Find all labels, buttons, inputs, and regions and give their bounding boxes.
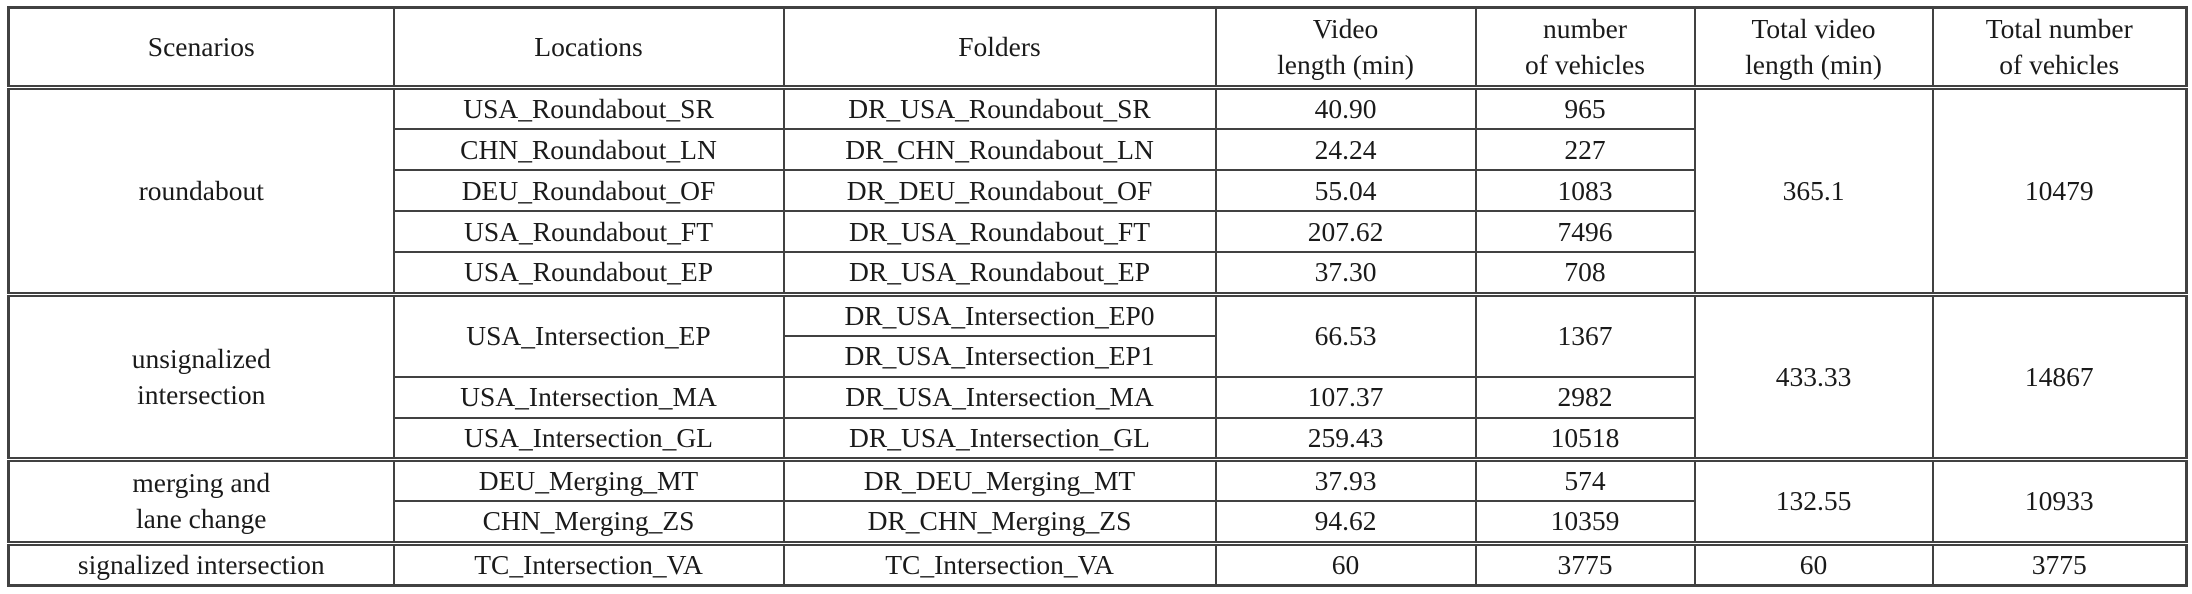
location-cell: USA_Intersection_EP xyxy=(392,291,785,378)
folder-cell: DR_CHN_Roundabout_LN xyxy=(782,128,1217,172)
total-video-length-cell: 365.1 xyxy=(1693,86,1934,296)
folder-cell: DR_USA_Intersection_EP1 xyxy=(782,334,1217,378)
total-vehicles-cell: 10933 xyxy=(1931,457,2188,545)
video-length-cell: 207.62 xyxy=(1214,210,1477,254)
dataset-table: Scenarios Locations Folders Video length… xyxy=(7,6,2188,588)
col-header-total-video-length: Total video length (min) xyxy=(1693,6,1934,90)
video-length-cell: 37.93 xyxy=(1214,457,1477,503)
vehicle-count-cell: 227 xyxy=(1474,128,1696,172)
vehicle-count-cell: 7496 xyxy=(1474,210,1696,254)
video-length-cell: 259.43 xyxy=(1214,416,1477,461)
total-video-length-cell: 60 xyxy=(1693,540,1934,587)
table-row: CHN_Roundabout_LN DR_CHN_Roundabout_LN 2… xyxy=(9,128,2187,172)
header-row: Scenarios Locations Folders Video length… xyxy=(7,6,2188,90)
video-length-cell: 94.62 xyxy=(1214,500,1477,545)
video-length-cell: 37.30 xyxy=(1214,251,1477,296)
video-length-cell: 24.24 xyxy=(1214,128,1477,172)
scenario-cell: merging and lane change xyxy=(7,457,395,545)
vehicle-count-cell: 965 xyxy=(1474,86,1696,131)
total-vehicles-cell: 14867 xyxy=(1931,291,2188,461)
video-length-cell: 66.53 xyxy=(1214,291,1477,378)
table-row: USA_Intersection_MA DR_USA_Intersection_… xyxy=(9,375,2187,419)
location-cell: CHN_Merging_ZS xyxy=(392,500,785,545)
location-cell: DEU_Merging_MT xyxy=(392,457,785,503)
table-row: USA_Roundabout_FT DR_USA_Roundabout_FT 2… xyxy=(9,210,2187,254)
vehicle-count-cell: 2982 xyxy=(1474,375,1696,419)
folder-cell: DR_USA_Intersection_MA xyxy=(782,375,1217,419)
table-row: USA_Intersection_GL DR_USA_Intersection_… xyxy=(9,416,2187,461)
table-row: unsignalized intersection USA_Intersecti… xyxy=(7,291,2188,461)
vehicle-count-cell: 1367 xyxy=(1474,291,1696,378)
table-row: merging and lane change DEU_Merging_MT D… xyxy=(7,457,2188,545)
folder-cell: DR_DEU_Roundabout_OF xyxy=(782,169,1217,213)
table-row: DEU_Roundabout_OF DR_DEU_Roundabout_OF 5… xyxy=(9,169,2187,213)
scenario-cell: signalized intersection xyxy=(7,540,395,587)
table-row: CHN_Merging_ZS DR_CHN_Merging_ZS 94.62 1… xyxy=(9,500,2187,545)
location-cell: DEU_Roundabout_OF xyxy=(392,169,785,213)
col-header-folders: Folders xyxy=(782,6,1217,90)
video-length-cell: 107.37 xyxy=(1214,375,1477,419)
location-cell: USA_Intersection_MA xyxy=(392,375,785,419)
folder-cell: DR_USA_Roundabout_SR xyxy=(782,86,1217,131)
table-row: signalized intersection TC_Intersection_… xyxy=(7,540,2188,587)
table-row: DR_USA_Intersection_EP1 xyxy=(9,334,2187,378)
location-cell: TC_Intersection_VA xyxy=(392,540,785,587)
folder-cell: DR_USA_Roundabout_EP xyxy=(782,251,1217,296)
folder-cell: TC_Intersection_VA xyxy=(782,540,1217,587)
video-length-cell: 60 xyxy=(1214,540,1477,587)
location-cell: USA_Roundabout_EP xyxy=(392,251,785,296)
col-header-total-num-vehicles: Total number of vehicles xyxy=(1931,6,2188,90)
vehicle-count-cell: 3775 xyxy=(1474,540,1696,587)
folder-cell: DR_CHN_Merging_ZS xyxy=(782,500,1217,545)
folder-cell: DR_USA_Roundabout_FT xyxy=(782,210,1217,254)
folder-cell: DR_USA_Intersection_GL xyxy=(782,416,1217,461)
location-cell: USA_Roundabout_FT xyxy=(392,210,785,254)
vehicle-count-cell: 1083 xyxy=(1474,169,1696,213)
col-header-num-vehicles: number of vehicles xyxy=(1474,6,1696,90)
video-length-cell: 55.04 xyxy=(1214,169,1477,213)
total-vehicles-cell: 3775 xyxy=(1931,540,2188,587)
location-cell: CHN_Roundabout_LN xyxy=(392,128,785,172)
location-cell: USA_Intersection_GL xyxy=(392,416,785,461)
scenario-cell: roundabout xyxy=(7,86,395,296)
location-cell: USA_Roundabout_SR xyxy=(392,86,785,131)
video-length-cell: 40.90 xyxy=(1214,86,1477,131)
folder-cell: DR_USA_Intersection_EP0 xyxy=(782,291,1217,337)
vehicle-count-cell: 10518 xyxy=(1474,416,1696,461)
vehicle-count-cell: 574 xyxy=(1474,457,1696,503)
total-video-length-cell: 433.33 xyxy=(1693,291,1934,461)
vehicle-count-cell: 708 xyxy=(1474,251,1696,296)
total-vehicles-cell: 10479 xyxy=(1931,86,2188,296)
folder-cell: DR_DEU_Merging_MT xyxy=(782,457,1217,503)
vehicle-count-cell: 10359 xyxy=(1474,500,1696,545)
total-video-length-cell: 132.55 xyxy=(1693,457,1934,545)
col-header-video-length: Video length (min) xyxy=(1214,6,1477,90)
col-header-scenarios: Scenarios xyxy=(7,6,395,90)
table-row: roundabout USA_Roundabout_SR DR_USA_Roun… xyxy=(7,86,2188,296)
table-row: USA_Roundabout_EP DR_USA_Roundabout_EP 3… xyxy=(9,251,2187,296)
col-header-locations: Locations xyxy=(392,6,785,90)
scenario-cell: unsignalized intersection xyxy=(7,291,395,461)
